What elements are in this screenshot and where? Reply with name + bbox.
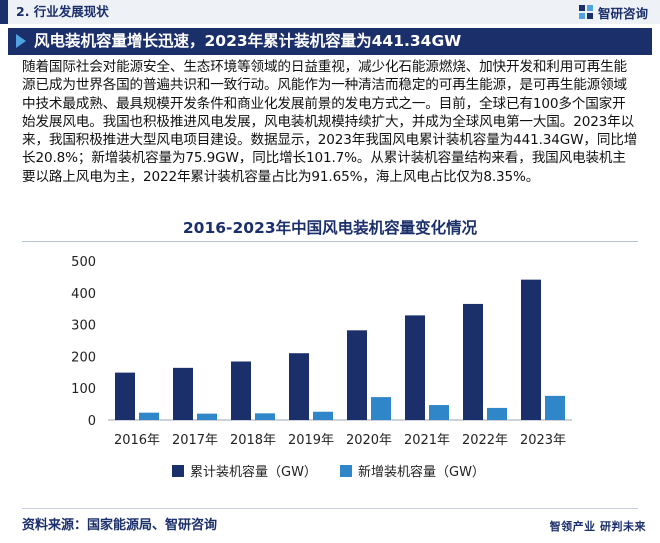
y-tick-label: 300 — [71, 319, 96, 334]
y-tick-label: 500 — [71, 255, 96, 270]
slogan: 智领产业 研判未来 — [550, 518, 646, 534]
bar-new — [197, 413, 217, 420]
bar-new — [139, 412, 159, 420]
x-tick-label: 2017年 — [172, 433, 218, 448]
bar-new — [255, 413, 275, 420]
x-tick-label: 2018年 — [230, 433, 276, 448]
section-title: 2. 行业发展现状 — [16, 4, 109, 19]
bar-cumulative — [231, 361, 251, 420]
x-tick-label: 2019年 — [288, 433, 334, 448]
legend-swatch — [172, 465, 184, 477]
x-tick-label: 2022年 — [462, 433, 508, 448]
bar-cumulative — [405, 315, 425, 420]
data-source: 资料来源：国家能源局、智研咨询 — [22, 518, 218, 533]
x-tick-label: 2016年 — [114, 433, 160, 448]
legend-label: 新增装机容量（GW） — [358, 464, 485, 480]
y-tick-label: 0 — [88, 414, 96, 429]
slogan-part-b: 研判未来 — [600, 520, 646, 533]
bar-chart: 0 100 200 300 400 500 2016年 2017年 2018年 2019年 2020… — [71, 255, 572, 480]
legend-swatch — [340, 465, 352, 477]
brand: 智研咨询 — [578, 0, 648, 24]
bar-cumulative — [115, 372, 135, 420]
chart-title-divider — [22, 241, 638, 242]
y-tick-label: 200 — [71, 350, 96, 365]
bar-cumulative — [463, 303, 483, 420]
slogan-part-a: 智领产业 — [549, 520, 596, 533]
headline-text: 风电装机容量增长迅速，2023年累计装机容量为441.34GW — [34, 32, 462, 50]
legend-label: 累计装机容量（GW） — [190, 464, 317, 480]
header-accent-bar — [0, 0, 8, 24]
bar-cumulative — [347, 330, 367, 420]
bar-cumulative — [289, 353, 309, 420]
bar-new — [371, 397, 391, 420]
headline-banner: 风电装机容量增长迅速，2023年累计装机容量为441.34GW — [8, 28, 652, 55]
y-tick-label: 400 — [71, 287, 96, 302]
body-paragraph: 随着国际社会对能源安全、生态环境等领域的日益重视，减少化石能源燃烧、加快开发和利… — [22, 59, 638, 185]
y-tick-label: 100 — [71, 382, 96, 397]
bar-new — [545, 395, 565, 420]
chart-title: 2016-2023年中国风电装机容量变化情况 — [182, 219, 478, 237]
triangle-marker-icon — [16, 34, 26, 48]
bar-new — [429, 405, 449, 420]
brand-name: 智研咨询 — [597, 5, 648, 21]
x-tick-label: 2023年 — [520, 433, 566, 448]
top-header-bar: 2. 行业发展现状 智研咨询 — [0, 0, 660, 24]
brand-logo-icon — [578, 5, 593, 19]
bar-new — [313, 411, 333, 420]
bar-cumulative — [521, 279, 541, 420]
footer-divider — [22, 508, 638, 509]
bar-cumulative — [173, 367, 193, 420]
x-tick-label: 2021年 — [404, 433, 450, 448]
x-tick-label: 2020年 — [346, 433, 392, 448]
bar-new — [487, 407, 507, 420]
